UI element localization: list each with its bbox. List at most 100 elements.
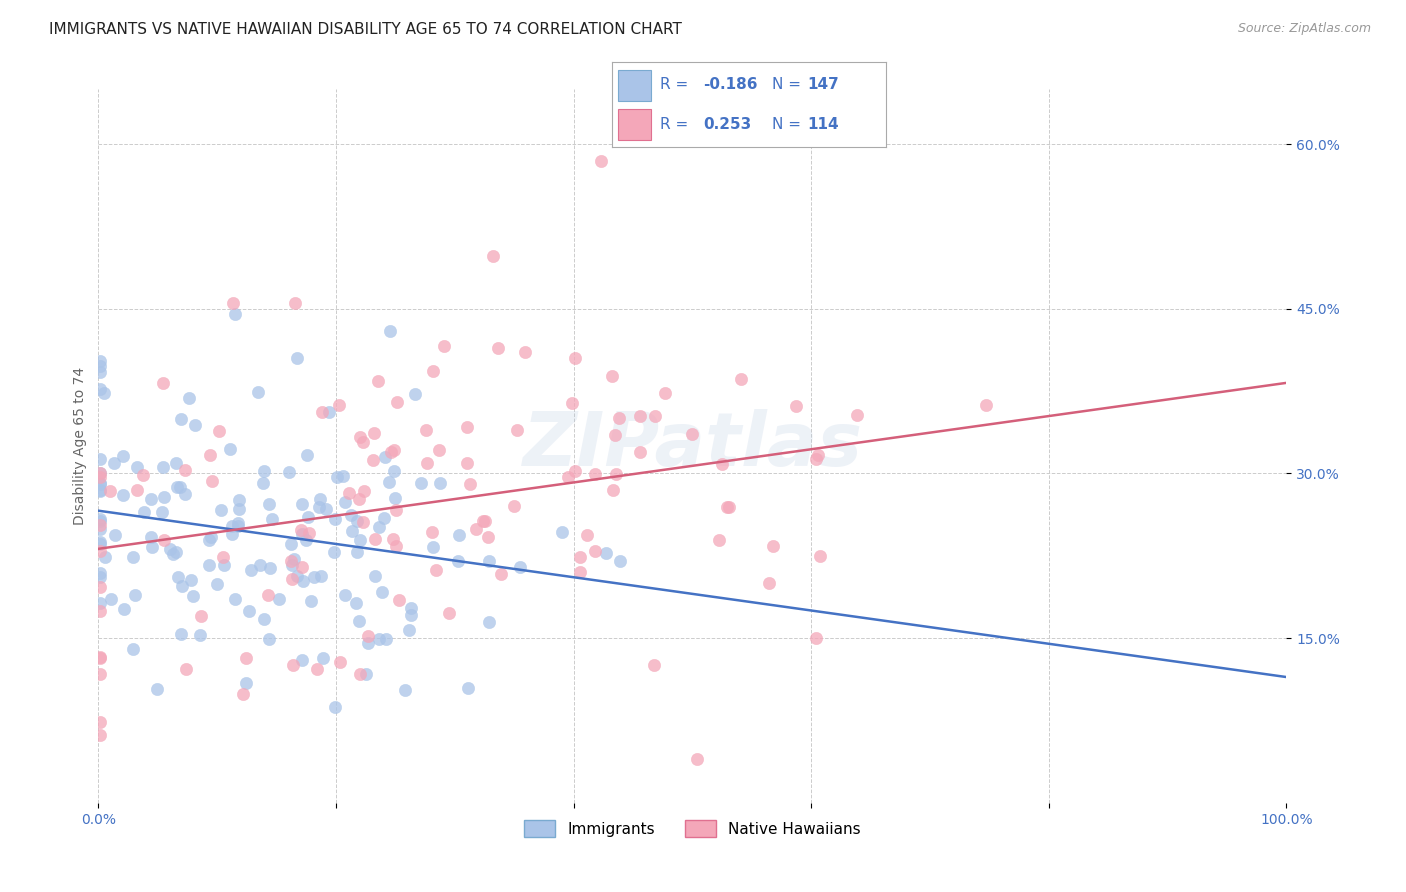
Point [89,467,111,481]
Point [240,563,263,577]
Point [281,657,304,672]
Point [278,465,301,479]
Point [509,559,531,574]
Point [332,468,354,483]
Text: 114: 114 [807,117,839,132]
Point [89,353,111,368]
Point [602,369,624,384]
Point [226,516,249,530]
Point [89,580,111,594]
Point [449,527,471,541]
Text: -0.186: -0.186 [703,78,758,93]
Text: R =: R = [659,117,697,132]
Point [388,593,411,607]
Point [89,470,111,484]
Point [295,533,318,547]
Point [710,457,733,471]
Point [502,500,524,514]
Point [429,475,451,490]
Point [506,423,529,437]
Point [150,505,173,519]
Point [290,523,312,537]
Text: R =: R = [659,78,693,93]
Point [89,476,111,491]
Point [595,546,617,560]
Point [297,510,319,524]
Point [291,527,314,541]
Point [89,514,111,528]
Point [89,476,111,491]
Point [845,408,868,422]
Point [280,537,302,551]
Point [420,525,443,540]
Text: ZIPatlas: ZIPatlas [523,409,862,483]
Point [433,339,456,353]
Point [139,530,162,544]
Point [238,603,260,617]
Point [340,524,363,538]
Point [347,491,370,506]
Point [381,532,404,546]
Point [169,627,191,641]
Point [323,700,346,714]
Point [221,527,243,541]
Point [281,573,304,587]
Point [93,385,115,400]
Point [628,445,651,459]
Text: Source: ZipAtlas.com: Source: ZipAtlas.com [1237,22,1371,36]
Point [311,405,333,419]
Point [221,519,243,533]
Point [291,560,314,574]
Point [416,456,439,470]
Point [474,514,496,528]
Point [299,594,322,608]
Point [89,728,111,742]
Point [190,609,212,624]
Point [89,544,111,558]
Point [654,386,676,401]
Point [349,430,371,444]
Point [312,650,335,665]
Point [363,426,385,441]
Point [758,576,780,591]
Point [352,435,374,450]
Point [630,409,652,424]
Point [111,488,134,502]
Point [197,533,219,547]
Point [456,419,478,434]
Point [551,525,574,540]
Point [224,592,246,607]
Point [305,662,328,676]
Point [89,596,111,610]
Point [104,528,127,542]
Point [89,666,111,681]
Point [368,520,391,534]
Point [340,508,363,523]
Point [569,566,592,580]
Point [707,533,730,547]
Point [378,324,401,338]
Point [228,493,250,508]
Point [482,249,505,263]
Point [589,154,612,169]
Point [367,374,389,388]
Point [399,601,422,615]
Point [349,533,371,547]
Point [356,636,378,650]
Point [456,456,478,470]
Point [323,512,346,526]
Point [249,558,271,572]
Point [373,450,395,464]
Point [232,687,254,701]
Point [207,576,229,591]
Point [224,307,246,321]
Point [141,540,163,554]
Point [353,483,375,498]
Bar [619,70,651,101]
Point [89,604,111,618]
Text: IMMIGRANTS VS NATIVE HAWAIIAN DISABILITY AGE 65 TO 74 CORRELATION CHART: IMMIGRANTS VS NATIVE HAWAIIAN DISABILITY… [49,22,682,37]
Point [188,628,211,642]
Point [464,522,486,536]
Point [291,653,314,667]
Point [807,448,830,462]
